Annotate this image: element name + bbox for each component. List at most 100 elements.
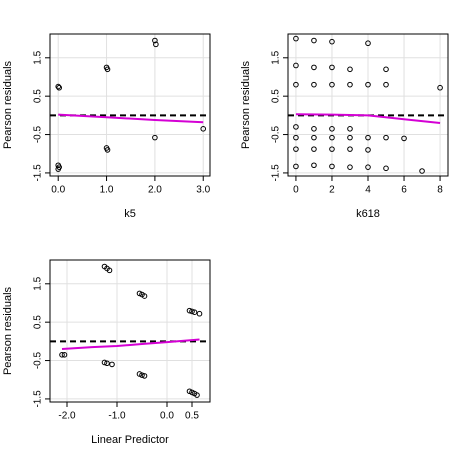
point bbox=[106, 267, 113, 274]
point bbox=[141, 373, 148, 379]
point bbox=[152, 134, 158, 141]
point bbox=[347, 134, 353, 141]
point bbox=[365, 81, 371, 88]
point bbox=[191, 309, 198, 315]
point bbox=[383, 81, 389, 88]
point bbox=[329, 38, 335, 45]
point bbox=[104, 360, 110, 367]
fit-line bbox=[295, 113, 441, 125]
y-axis-label: Pearson residuals bbox=[2, 60, 14, 149]
x-tick-label: -2.0 bbox=[58, 411, 76, 422]
x-tick-label: 2.0 bbox=[148, 185, 162, 196]
point bbox=[347, 146, 353, 152]
point bbox=[383, 66, 389, 73]
y-tick-label: -0.5 bbox=[33, 125, 44, 143]
x-tick-label: 0 bbox=[293, 185, 299, 196]
point bbox=[293, 35, 299, 42]
point bbox=[329, 134, 335, 141]
y-tick-label: 1.5 bbox=[33, 276, 44, 290]
point bbox=[437, 84, 443, 91]
point bbox=[347, 125, 353, 132]
fit-line bbox=[58, 113, 204, 124]
point bbox=[104, 147, 111, 153]
y-tick-label: -1.5 bbox=[33, 164, 44, 182]
point bbox=[61, 351, 68, 358]
x-tick-label: 0.5 bbox=[185, 411, 199, 422]
point bbox=[365, 40, 371, 47]
point bbox=[153, 41, 159, 48]
point bbox=[329, 163, 335, 170]
point bbox=[329, 125, 335, 132]
point bbox=[365, 147, 371, 153]
point bbox=[311, 81, 317, 88]
x-axis-label: Linear Predictor bbox=[91, 434, 169, 446]
x-axis-label: k5 bbox=[124, 208, 136, 220]
point bbox=[383, 134, 389, 141]
x-tick-label: 8 bbox=[437, 185, 443, 196]
point bbox=[293, 146, 299, 152]
point bbox=[311, 162, 317, 169]
point bbox=[293, 81, 299, 88]
x-tick-label: 1.0 bbox=[100, 185, 114, 196]
x-axis-label: k618 bbox=[356, 208, 380, 220]
point bbox=[152, 37, 158, 44]
point bbox=[196, 310, 203, 317]
point bbox=[311, 37, 317, 44]
point bbox=[329, 81, 335, 88]
plot-frame bbox=[49, 33, 211, 177]
point bbox=[139, 372, 145, 378]
point bbox=[186, 307, 193, 314]
point bbox=[56, 84, 62, 91]
point bbox=[347, 81, 353, 88]
point bbox=[104, 66, 111, 73]
point bbox=[365, 164, 371, 170]
point bbox=[311, 146, 317, 152]
point bbox=[55, 166, 62, 172]
point bbox=[200, 125, 207, 132]
point bbox=[329, 146, 335, 152]
point bbox=[293, 163, 299, 170]
point bbox=[55, 83, 62, 90]
point bbox=[194, 392, 200, 398]
point bbox=[311, 134, 317, 141]
point bbox=[293, 124, 299, 130]
y-tick-label: 1.5 bbox=[33, 50, 44, 64]
y-tick-label: 0.5 bbox=[271, 89, 282, 103]
point bbox=[101, 359, 108, 366]
x-tick-label: -1.0 bbox=[108, 411, 126, 422]
point bbox=[365, 134, 371, 141]
point bbox=[293, 134, 299, 141]
y-axis-label: Pearson residuals bbox=[2, 286, 14, 375]
y-tick-label: 0.5 bbox=[33, 315, 44, 329]
y-tick-label: -1.5 bbox=[271, 164, 282, 182]
point bbox=[329, 64, 335, 71]
x-tick-label: 0.0 bbox=[160, 411, 174, 422]
point bbox=[141, 293, 148, 299]
x-tick-label: 2 bbox=[329, 185, 335, 196]
point bbox=[311, 125, 317, 132]
point bbox=[347, 164, 353, 170]
y-tick-label: -0.5 bbox=[33, 351, 44, 369]
x-tick-label: 4 bbox=[365, 185, 371, 196]
point bbox=[401, 135, 407, 142]
point bbox=[347, 66, 353, 73]
plot-frame bbox=[49, 259, 211, 403]
fit-line bbox=[61, 338, 200, 351]
point bbox=[293, 62, 299, 69]
y-tick-label: 0.5 bbox=[33, 89, 44, 103]
plot-frame bbox=[287, 33, 449, 177]
y-tick-label: -0.5 bbox=[271, 125, 282, 143]
point bbox=[189, 308, 195, 315]
x-tick-label: 0.0 bbox=[51, 185, 65, 196]
point bbox=[311, 64, 317, 71]
y-axis-label: Pearson residuals bbox=[240, 60, 252, 149]
y-tick-label: 1.5 bbox=[271, 50, 282, 64]
x-tick-label: 3.0 bbox=[196, 185, 210, 196]
point bbox=[419, 168, 425, 174]
point bbox=[383, 165, 389, 172]
x-tick-label: 6 bbox=[401, 185, 407, 196]
y-tick-label: -1.5 bbox=[33, 390, 44, 408]
point bbox=[109, 361, 115, 368]
point bbox=[59, 351, 65, 358]
